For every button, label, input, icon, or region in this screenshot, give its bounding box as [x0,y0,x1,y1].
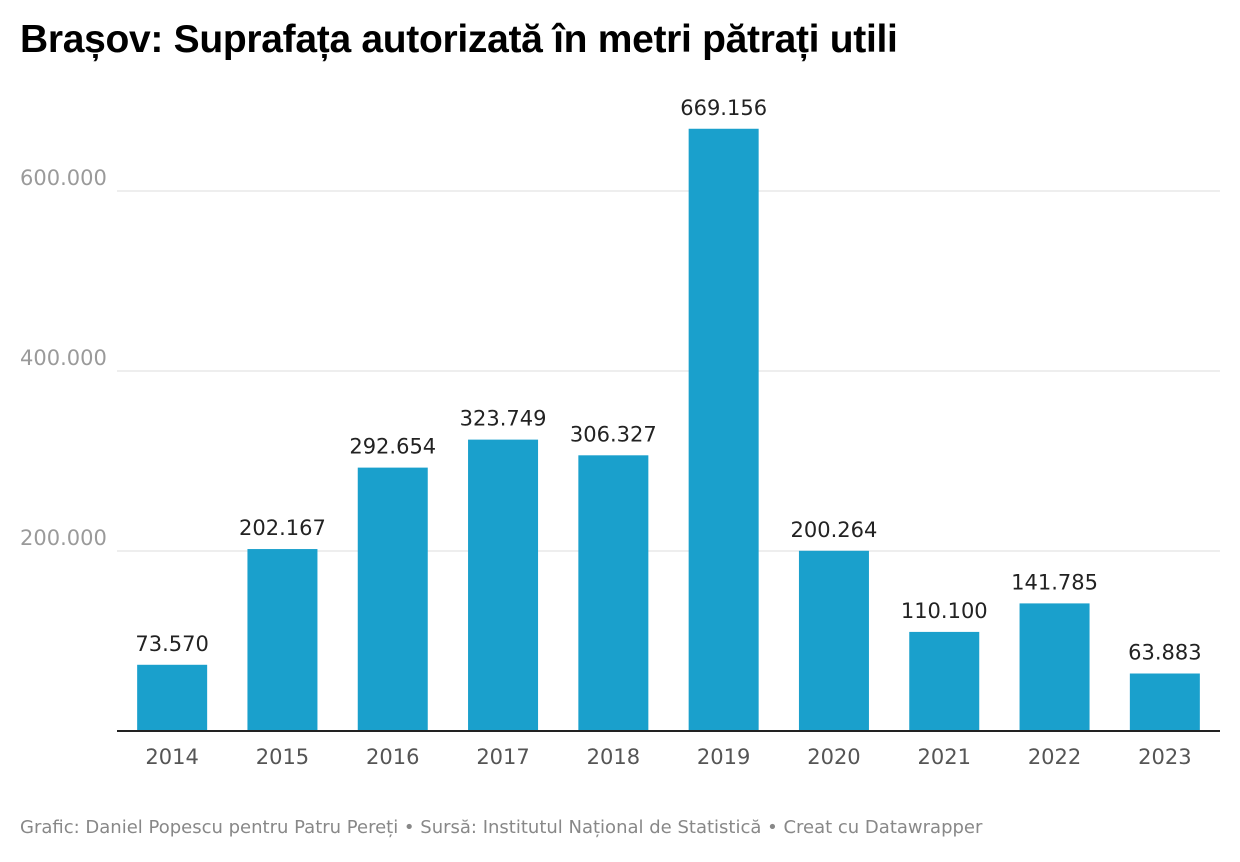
data-label-2020: 200.264 [791,518,878,542]
y-tick-label: 400.000 [20,346,107,370]
bars [137,128,1200,732]
bar-2018 [578,455,649,731]
data-label-2019: 669.156 [680,96,767,120]
x-tick-label-2017: 2017 [476,745,529,769]
bar-2015 [247,549,318,731]
data-label-2021: 110.100 [901,599,988,623]
data-label-2015: 202.167 [239,516,326,540]
x-tick-label-2023: 2023 [1138,745,1191,769]
x-tick-label-2020: 2020 [807,745,860,769]
y-tick-label: 200.000 [20,526,107,550]
x-tick-label-2021: 2021 [918,745,971,769]
data-label-2023: 63.883 [1128,641,1201,665]
x-tick-label-2015: 2015 [256,745,309,769]
x-tick-label-2018: 2018 [587,745,640,769]
data-label-2016: 292.654 [349,435,436,459]
data-label-2014: 73.570 [135,632,208,656]
labels: 200.000 400.000 600.000 73.570 2014 202.167 20… [20,96,1202,769]
x-tick-label-2014: 2014 [145,745,198,769]
bar-2020 [798,550,869,731]
chart-title: Brașov: Suprafața autorizată în metri pă… [20,18,898,61]
bar-2014 [137,664,208,731]
bar-2019 [688,128,759,732]
bar-2016 [357,467,428,731]
y-tick-label: 600.000 [20,166,107,190]
data-label-2017: 323.749 [460,407,547,431]
x-tick-label-2016: 2016 [366,745,419,769]
data-label-2018: 306.327 [570,422,657,446]
bar-2022 [1019,603,1090,731]
bar-2023 [1129,673,1200,731]
chart-footer: Grafic: Daniel Popescu pentru Patru Pere… [20,817,983,838]
bar-2021 [909,631,980,731]
x-tick-label-2022: 2022 [1028,745,1081,769]
gridlines [117,190,1220,552]
data-label-2022: 141.785 [1011,570,1098,594]
x-tick-label-2019: 2019 [697,745,750,769]
bar-2017 [468,439,539,731]
